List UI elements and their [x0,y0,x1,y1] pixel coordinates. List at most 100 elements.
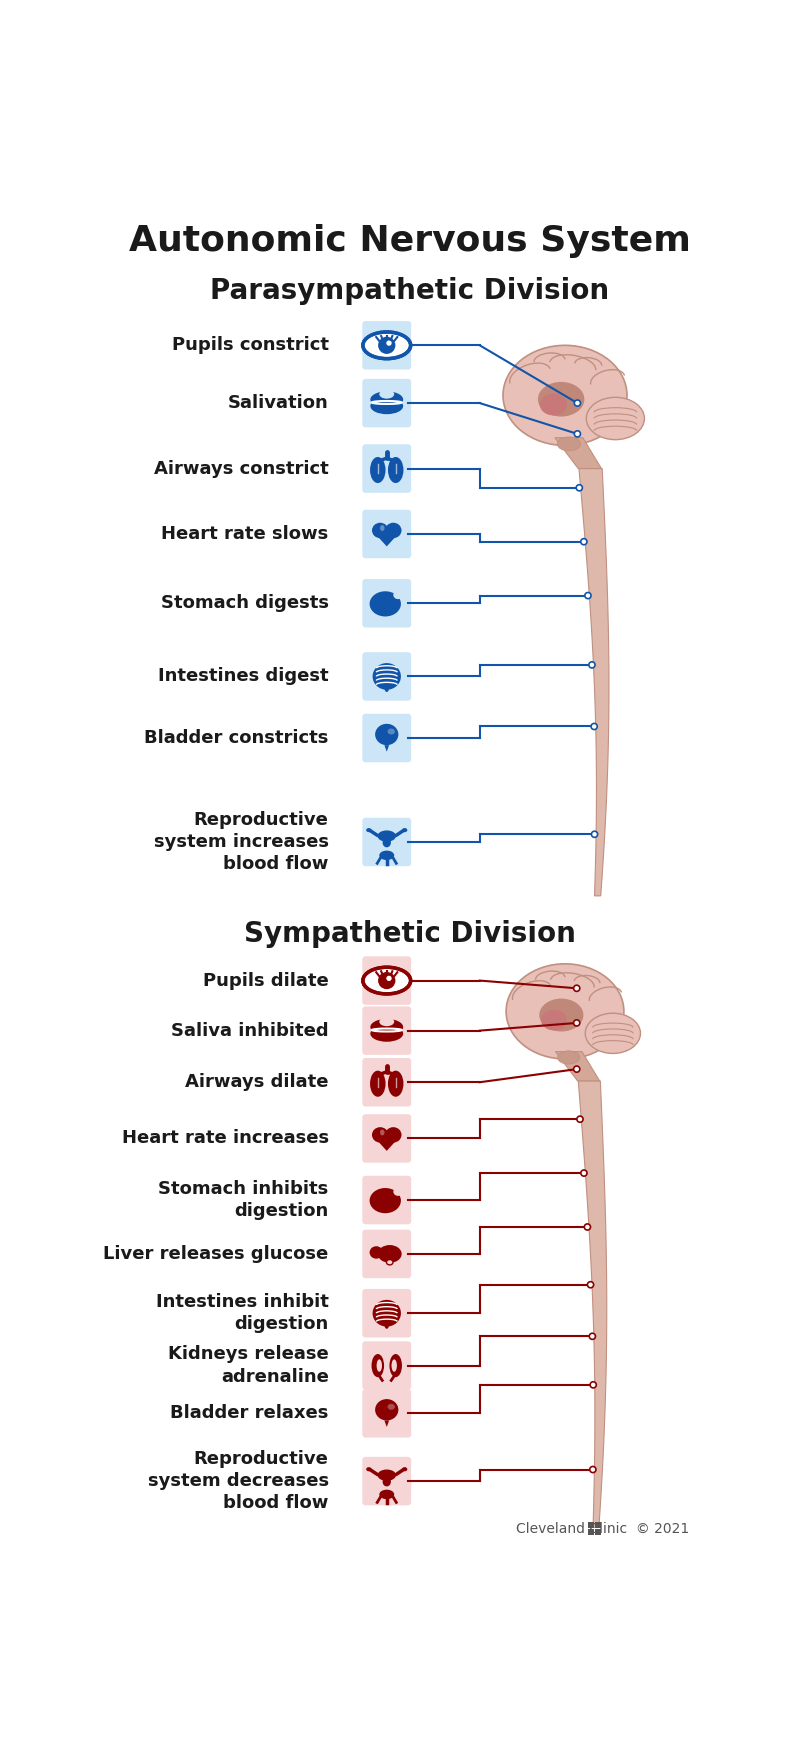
Ellipse shape [382,838,391,847]
Ellipse shape [366,1467,371,1472]
Ellipse shape [586,397,645,439]
Ellipse shape [558,1050,580,1064]
Circle shape [585,592,591,599]
Ellipse shape [540,394,567,415]
Text: Sympathetic Division: Sympathetic Division [244,920,576,948]
Text: Pupils dilate: Pupils dilate [203,972,329,989]
Circle shape [574,1019,580,1026]
Text: Autonomic Nervous System: Autonomic Nervous System [129,225,691,258]
Text: Cleveland Clinic  © 2021: Cleveland Clinic © 2021 [516,1523,689,1536]
Polygon shape [373,1136,401,1151]
Ellipse shape [370,1019,403,1035]
Ellipse shape [378,1470,396,1481]
Ellipse shape [388,1071,403,1097]
FancyBboxPatch shape [362,1230,411,1279]
Circle shape [590,1467,596,1472]
Ellipse shape [402,1467,407,1472]
Ellipse shape [586,1014,641,1054]
Ellipse shape [506,963,624,1059]
Ellipse shape [558,437,581,451]
Ellipse shape [503,345,627,446]
Ellipse shape [385,685,389,692]
FancyBboxPatch shape [588,1523,594,1528]
FancyBboxPatch shape [362,1388,411,1437]
Ellipse shape [379,850,394,861]
FancyBboxPatch shape [362,652,411,700]
Ellipse shape [539,998,583,1031]
Ellipse shape [385,1322,389,1329]
Ellipse shape [373,1300,401,1327]
Text: Kidneys release
adrenaline: Kidneys release adrenaline [168,1345,329,1385]
Ellipse shape [370,456,386,483]
Polygon shape [555,1052,600,1080]
Circle shape [576,484,582,491]
FancyBboxPatch shape [362,444,411,493]
Ellipse shape [377,1359,382,1371]
Ellipse shape [541,1010,567,1031]
Text: Airways dilate: Airways dilate [185,1073,329,1090]
Text: Parasympathetic Division: Parasympathetic Division [210,277,610,305]
Ellipse shape [388,456,403,483]
Text: Intestines digest: Intestines digest [158,667,329,685]
Ellipse shape [370,392,403,408]
Ellipse shape [371,601,378,611]
FancyBboxPatch shape [588,1529,594,1535]
Circle shape [574,401,581,406]
Ellipse shape [371,1354,384,1378]
Ellipse shape [402,827,407,833]
Ellipse shape [372,1127,388,1143]
Ellipse shape [371,1198,378,1207]
Circle shape [574,430,581,437]
Ellipse shape [387,1404,395,1409]
FancyBboxPatch shape [362,510,411,557]
Ellipse shape [538,381,584,416]
FancyBboxPatch shape [362,1289,411,1338]
Text: Salivation: Salivation [228,394,329,413]
FancyBboxPatch shape [362,714,411,763]
Polygon shape [384,1420,389,1427]
FancyBboxPatch shape [362,378,411,427]
Ellipse shape [370,397,403,415]
Text: Reproductive
system increases
blood flow: Reproductive system increases blood flow [154,810,329,873]
Ellipse shape [380,524,385,531]
Polygon shape [373,531,401,547]
FancyBboxPatch shape [595,1523,602,1528]
FancyBboxPatch shape [362,578,411,627]
Ellipse shape [366,827,371,833]
Circle shape [581,538,587,545]
Text: Liver releases glucose: Liver releases glucose [103,1246,329,1263]
FancyBboxPatch shape [362,817,411,866]
Ellipse shape [370,1188,401,1212]
Circle shape [591,831,598,838]
Ellipse shape [390,1354,402,1378]
Ellipse shape [385,523,402,538]
Circle shape [378,972,395,989]
Circle shape [378,336,395,354]
Ellipse shape [394,1188,403,1195]
Ellipse shape [382,1477,391,1486]
Circle shape [591,723,598,730]
Circle shape [584,1225,590,1230]
FancyBboxPatch shape [362,956,411,1005]
Ellipse shape [378,1246,402,1263]
Polygon shape [578,1080,606,1528]
Polygon shape [579,469,609,895]
Ellipse shape [370,1026,403,1042]
Circle shape [589,662,595,667]
Polygon shape [555,437,602,469]
Circle shape [574,986,580,991]
Ellipse shape [375,723,398,746]
Circle shape [577,1117,583,1122]
Ellipse shape [375,1399,398,1420]
FancyBboxPatch shape [362,1456,411,1505]
FancyBboxPatch shape [362,321,411,369]
Circle shape [386,976,392,981]
Ellipse shape [386,1259,393,1265]
Text: Heart rate slows: Heart rate slows [162,524,329,544]
Text: Stomach inhibits
digestion: Stomach inhibits digestion [158,1179,329,1219]
FancyBboxPatch shape [362,1115,411,1162]
Ellipse shape [370,591,401,617]
Text: Saliva inhibited: Saliva inhibited [171,1021,329,1040]
Ellipse shape [379,390,394,399]
Ellipse shape [394,591,403,599]
